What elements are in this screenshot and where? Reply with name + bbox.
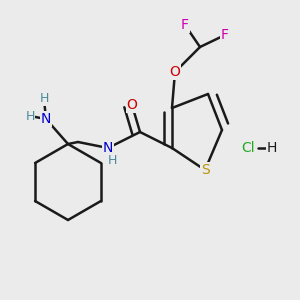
Text: O: O (169, 65, 180, 79)
Text: F: F (221, 28, 229, 42)
Text: H: H (39, 92, 49, 106)
Text: H: H (107, 154, 117, 167)
Text: H: H (25, 110, 35, 122)
Text: S: S (201, 163, 209, 177)
Text: N: N (103, 141, 113, 155)
Text: O: O (127, 98, 137, 112)
Text: H: H (267, 141, 277, 155)
Text: F: F (181, 18, 189, 32)
Text: N: N (41, 112, 51, 126)
Text: Cl: Cl (241, 141, 255, 155)
